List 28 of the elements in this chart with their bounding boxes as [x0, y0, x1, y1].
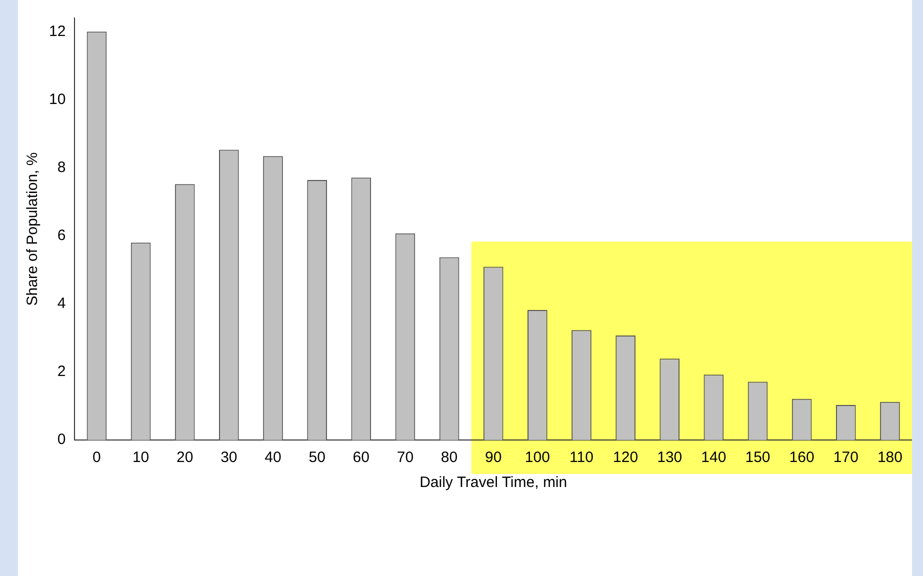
x-tick-label: 10 — [132, 449, 150, 466]
y-tick-label: 12 — [48, 22, 66, 40]
x-tick-label: 40 — [264, 449, 282, 466]
x-tick-label: 130 — [657, 449, 682, 466]
x-tick-label: 170 — [833, 449, 858, 466]
y-axis-title: Share of Population, % — [24, 152, 42, 306]
x-tick-label: 140 — [701, 449, 726, 466]
y-tick-label: 10 — [48, 90, 66, 108]
x-tick-label: 0 — [92, 449, 101, 466]
y-tick-label: 4 — [57, 295, 66, 312]
x-tick-label: 180 — [877, 449, 902, 466]
x-tick-label: 160 — [789, 449, 814, 466]
x-tick-label: 120 — [613, 449, 638, 466]
y-tick-label: 6 — [57, 226, 66, 244]
y-tick-label: 8 — [57, 158, 66, 176]
y-tick-label: 2 — [57, 363, 66, 380]
x-tick-label: 90 — [485, 449, 502, 466]
x-axis-title: Daily Travel Time, min — [420, 474, 568, 492]
x-tick-label: 110 — [570, 449, 594, 466]
x-tick-label: 100 — [524, 449, 550, 466]
x-tick-label: 30 — [220, 449, 238, 466]
x-tick-label: 60 — [352, 449, 370, 466]
x-tick-label: 70 — [396, 449, 414, 466]
x-tick-label: 150 — [745, 449, 770, 466]
x-tick-label: 80 — [440, 449, 458, 466]
x-tick-label: 20 — [176, 449, 194, 466]
y-tick-label: 0 — [57, 431, 66, 448]
x-tick-label: 50 — [308, 449, 326, 466]
